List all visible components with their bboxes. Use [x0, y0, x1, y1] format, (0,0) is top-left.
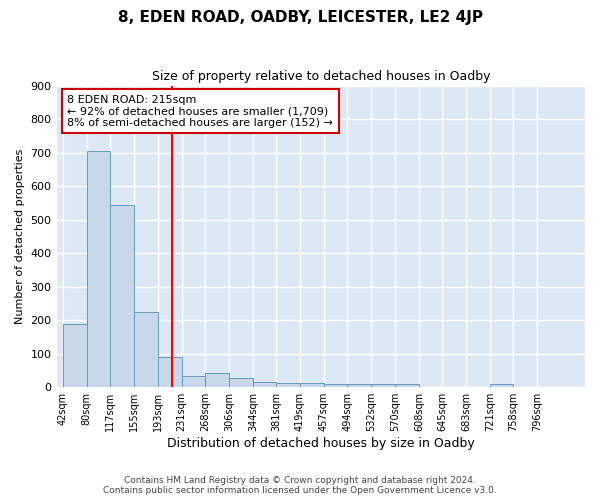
Bar — [324, 384, 347, 387]
Bar — [395, 384, 419, 387]
Bar — [110, 205, 134, 387]
Bar — [87, 151, 110, 387]
Text: Contains HM Land Registry data © Crown copyright and database right 2024.
Contai: Contains HM Land Registry data © Crown c… — [103, 476, 497, 495]
Bar — [134, 312, 158, 387]
Bar — [229, 378, 253, 387]
Bar — [490, 384, 513, 387]
Bar — [253, 382, 276, 387]
Bar — [371, 384, 395, 387]
Bar — [205, 373, 229, 387]
X-axis label: Distribution of detached houses by size in Oadby: Distribution of detached houses by size … — [167, 437, 475, 450]
Bar — [300, 383, 324, 387]
Text: 8, EDEN ROAD, OADBY, LEICESTER, LE2 4JP: 8, EDEN ROAD, OADBY, LEICESTER, LE2 4JP — [118, 10, 482, 25]
Bar — [158, 357, 182, 387]
Bar — [182, 376, 205, 387]
Text: 8 EDEN ROAD: 215sqm
← 92% of detached houses are smaller (1,709)
8% of semi-deta: 8 EDEN ROAD: 215sqm ← 92% of detached ho… — [67, 94, 333, 128]
Bar — [63, 324, 86, 387]
Bar — [276, 383, 300, 387]
Y-axis label: Number of detached properties: Number of detached properties — [15, 148, 25, 324]
Bar — [347, 384, 371, 387]
Title: Size of property relative to detached houses in Oadby: Size of property relative to detached ho… — [152, 70, 490, 83]
